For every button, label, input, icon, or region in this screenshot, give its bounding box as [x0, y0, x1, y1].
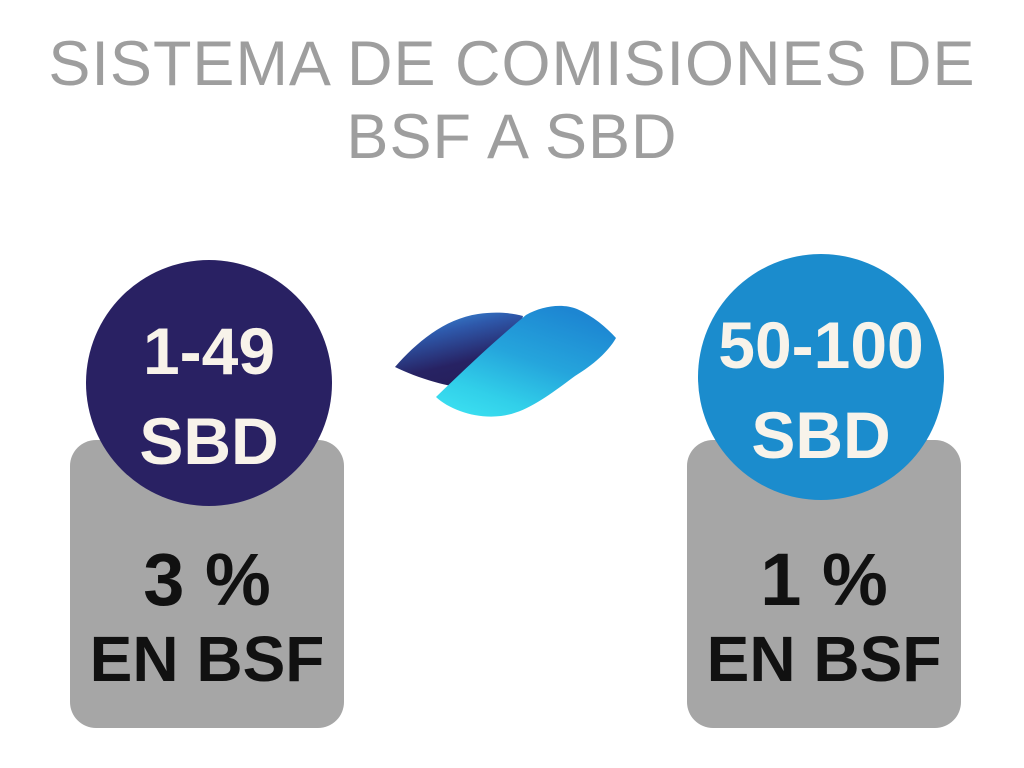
- commission-currency-high-range: EN BSF: [706, 623, 942, 695]
- page-title-line2: BSF A SBD: [346, 102, 678, 172]
- range-currency-high-range: SBD: [751, 398, 891, 472]
- range-circle-low-range: 1-49 SBD: [86, 260, 332, 506]
- range-circle-high-range: 50-100 SBD: [698, 254, 944, 500]
- range-value-low-range: 1-49: [142, 314, 276, 388]
- range-value-high-range: 50-100: [718, 308, 924, 382]
- commission-rate-low-range: 3 %: [143, 538, 271, 621]
- commission-rate-high-range: 1 %: [760, 538, 888, 621]
- page-title: SISTEMA DE COMISIONES DE BSF A SBD: [0, 28, 1024, 174]
- right-wave-shape: [436, 305, 616, 417]
- double-wave-logo-icon: [395, 305, 616, 417]
- commission-currency-low-range: EN BSF: [89, 623, 325, 695]
- page-title-line1: SISTEMA DE COMISIONES DE: [48, 29, 976, 99]
- left-wave-shape: [395, 312, 523, 388]
- range-currency-low-range: SBD: [139, 404, 279, 478]
